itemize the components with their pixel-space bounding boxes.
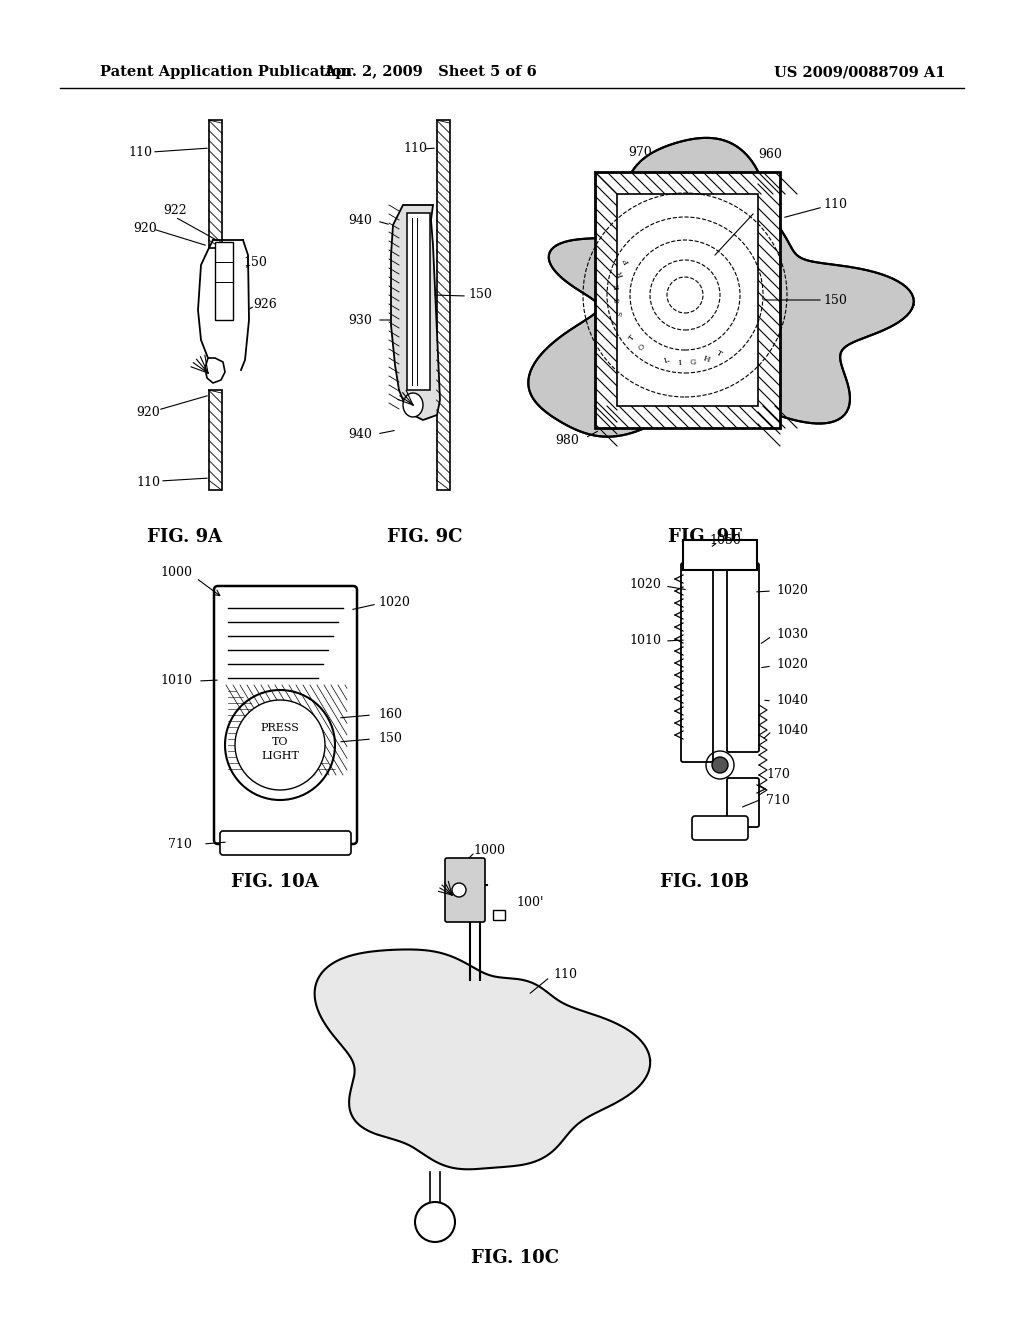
Text: 150: 150	[823, 293, 847, 306]
Text: 150: 150	[468, 289, 492, 301]
Text: 110: 110	[823, 198, 847, 211]
Bar	[436, 120, 450, 490]
Text: 1050: 1050	[709, 533, 741, 546]
Text: 940: 940	[348, 429, 372, 441]
Text: 150: 150	[378, 731, 402, 744]
Text: 960: 960	[758, 149, 782, 161]
Text: 160: 160	[378, 708, 402, 721]
Text: L: L	[663, 356, 670, 364]
Text: 110: 110	[553, 969, 577, 982]
Polygon shape	[528, 137, 913, 437]
Text: 922: 922	[163, 203, 186, 216]
Text: 100': 100'	[516, 896, 544, 909]
Text: Apr. 2, 2009   Sheet 5 of 6: Apr. 2, 2009 Sheet 5 of 6	[324, 65, 537, 79]
Text: 930: 930	[348, 314, 372, 326]
Text: G: G	[690, 358, 696, 367]
Text: O: O	[637, 343, 647, 352]
Text: 920: 920	[136, 405, 160, 418]
Text: 1020: 1020	[776, 583, 808, 597]
Text: FIG. 10A: FIG. 10A	[231, 873, 318, 891]
Text: I: I	[678, 359, 681, 367]
FancyBboxPatch shape	[692, 816, 748, 840]
Text: E: E	[613, 284, 622, 290]
Text: 1020: 1020	[776, 659, 808, 672]
Text: 1040: 1040	[776, 723, 808, 737]
Polygon shape	[205, 358, 225, 383]
Text: 110: 110	[128, 145, 152, 158]
Bar	[493, 909, 505, 920]
Bar	[209, 120, 221, 248]
Text: FIG. 9A: FIG. 9A	[147, 528, 222, 546]
Text: 1000: 1000	[160, 565, 193, 578]
Bar	[683, 540, 757, 570]
Text: 1040: 1040	[776, 693, 808, 706]
Text: 1010: 1010	[629, 634, 662, 647]
Text: 110: 110	[403, 141, 427, 154]
Text: FIG. 10B: FIG. 10B	[660, 873, 750, 891]
FancyBboxPatch shape	[445, 858, 485, 921]
Bar	[617, 194, 758, 407]
Text: FIG. 9E: FIG. 9E	[668, 528, 742, 546]
Text: 920: 920	[133, 222, 157, 235]
Text: FIG. 9C: FIG. 9C	[387, 528, 463, 546]
FancyBboxPatch shape	[681, 564, 713, 762]
Text: S: S	[615, 310, 625, 318]
Text: 710: 710	[766, 793, 790, 807]
Bar	[407, 213, 430, 389]
Text: 170: 170	[766, 768, 790, 781]
Bar	[215, 242, 233, 319]
Text: 1020: 1020	[378, 597, 410, 610]
Text: T: T	[715, 350, 723, 359]
Circle shape	[712, 756, 728, 774]
Text: 970: 970	[628, 145, 652, 158]
Text: 1000: 1000	[473, 843, 505, 857]
Text: H: H	[702, 355, 711, 364]
Text: 710: 710	[168, 838, 191, 851]
Bar	[209, 389, 221, 490]
Text: 1020: 1020	[629, 578, 660, 591]
Circle shape	[452, 883, 466, 898]
FancyBboxPatch shape	[727, 564, 759, 752]
Bar	[595, 172, 780, 428]
FancyBboxPatch shape	[727, 777, 759, 828]
Text: P: P	[622, 257, 631, 265]
Text: S: S	[613, 297, 622, 304]
FancyBboxPatch shape	[214, 586, 357, 843]
Text: 940: 940	[348, 214, 372, 227]
Text: FIG. 10C: FIG. 10C	[471, 1249, 559, 1267]
Text: T: T	[628, 334, 637, 342]
Text: 926: 926	[253, 298, 276, 312]
FancyBboxPatch shape	[220, 832, 351, 855]
Circle shape	[234, 700, 325, 789]
Text: PRESS
TO
LIGHT: PRESS TO LIGHT	[260, 723, 299, 762]
Text: 980: 980	[555, 433, 579, 446]
Ellipse shape	[403, 393, 423, 417]
Circle shape	[415, 1203, 455, 1242]
Polygon shape	[314, 949, 650, 1170]
Text: 1010: 1010	[160, 673, 193, 686]
Text: 110: 110	[136, 475, 160, 488]
Text: Patent Application Publication: Patent Application Publication	[100, 65, 352, 79]
Text: 150: 150	[243, 256, 267, 268]
Text: 1030: 1030	[776, 628, 808, 642]
Polygon shape	[391, 205, 440, 420]
Text: US 2009/0088709 A1: US 2009/0088709 A1	[774, 65, 946, 79]
Text: R: R	[615, 269, 626, 277]
